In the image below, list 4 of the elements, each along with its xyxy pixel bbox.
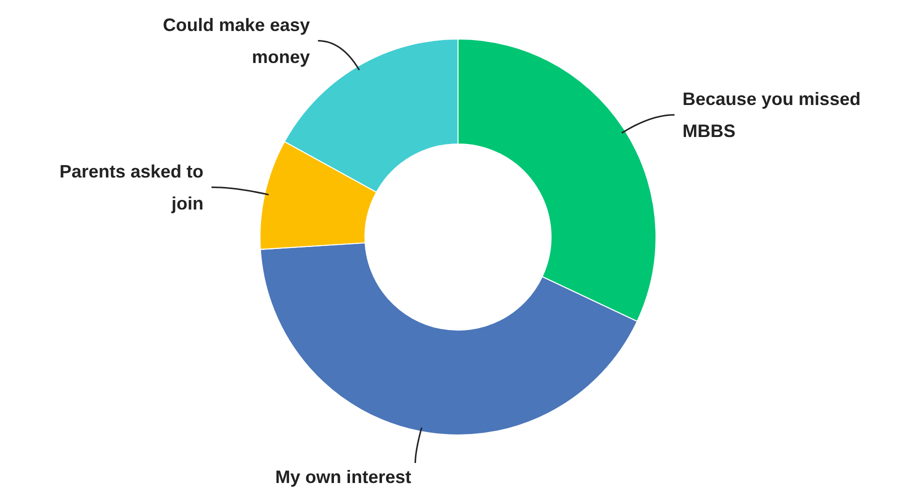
slice-label: My own interest	[275, 466, 412, 487]
slice-label: Could make easy money	[162, 14, 310, 67]
slice-label: Because you missed MBBS	[682, 88, 861, 141]
slice-label: Parents asked to join	[59, 161, 204, 214]
